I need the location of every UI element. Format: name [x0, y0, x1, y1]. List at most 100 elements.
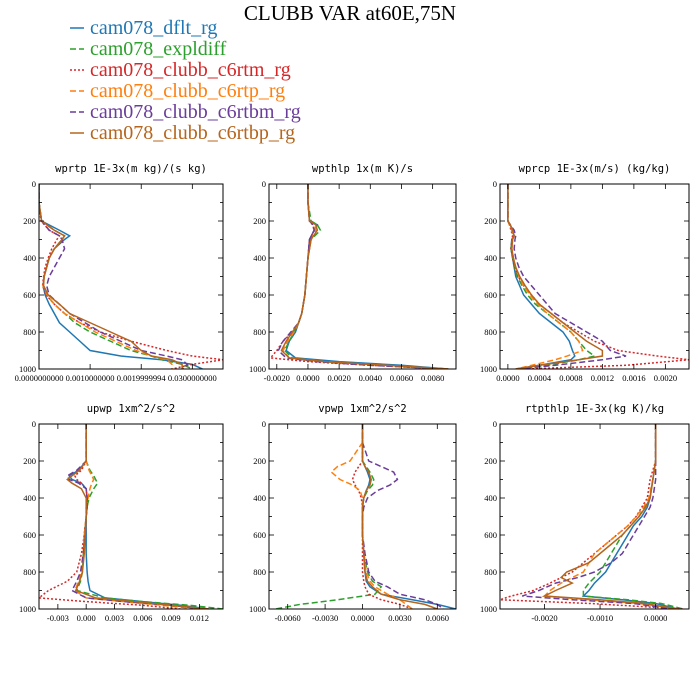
series-line: [361, 424, 444, 609]
series-line: [361, 424, 438, 609]
series-group: [507, 184, 689, 369]
x-tick-label: 0.0008: [559, 373, 582, 383]
legend-label: cam078_clubb_c6rtp_rg: [90, 80, 285, 102]
series-line: [282, 184, 449, 369]
series-line: [39, 184, 189, 369]
y-tick-label: 0: [493, 179, 497, 189]
x-tick-label: 0.0004: [528, 373, 552, 383]
y-tick-label: 600: [484, 290, 497, 300]
panel-title: vpwp 1xm^2/s^2: [318, 403, 407, 415]
legend-entry: cam078_dflt_rg: [70, 17, 217, 39]
x-tick-label: -0.003: [47, 613, 69, 623]
y-tick-label: 1000: [19, 364, 36, 374]
x-tick-label: 0.012: [190, 613, 209, 623]
legend-label: cam078_expldiff: [90, 38, 227, 60]
x-tick-label: -0.0020: [531, 613, 557, 623]
chart-panel: vpwp 1xm^2/s^2 0 200 400 600 800 1000 -0.0060 -0…: [249, 403, 457, 623]
series-line: [75, 424, 223, 609]
chart-panel: rtpthlp 1E-3x(kg K)/kg 0 200 400 600 800 1000 -…: [480, 403, 690, 623]
legend: cam078_dflt_rgcam078_expldiffcam078_club…: [70, 17, 301, 144]
series-line: [507, 184, 604, 369]
series-line: [73, 424, 200, 609]
x-tick-label: 0.0000: [644, 613, 667, 623]
chart-panel: upwp 1xm^2/s^2 0 200 400 600 800 1000 -0.003 0.0…: [19, 403, 224, 623]
x-tick-label: 0.003: [105, 613, 124, 623]
series-line: [68, 424, 209, 609]
y-tick-label: 400: [23, 253, 36, 263]
panel-title: wprcp 1E-3x(m/s) (kg/kg): [519, 163, 671, 175]
y-tick-label: 200: [23, 216, 36, 226]
plot-frame: [38, 423, 224, 610]
y-tick-label: 1000: [480, 364, 497, 374]
legend-entry: cam078_clubb_c6rtbp_rg: [70, 122, 295, 144]
y-tick-label: 400: [253, 493, 266, 503]
series-group: [275, 424, 456, 609]
x-tick-label: 0.006: [133, 613, 152, 623]
y-tick-label: 800: [23, 567, 36, 577]
y-tick-label: 800: [484, 327, 497, 337]
series-line: [582, 424, 684, 609]
x-tick-label: 0.0000: [351, 613, 374, 623]
chart-panel: wprtp 1E-3x(m kg)/(s kg) 0 200 400 600 800 100…: [15, 163, 224, 383]
y-tick-label: 1000: [19, 604, 36, 614]
chart-panels: wprtp 1E-3x(m kg)/(s kg) 0 200 400 600 800 100…: [15, 163, 690, 623]
x-tick-label: 0.0040: [359, 373, 382, 383]
y-tick-label: 1000: [480, 604, 497, 614]
series-line: [39, 184, 223, 369]
series-line: [581, 424, 679, 609]
plot-frame: [268, 183, 457, 370]
panel-title: wprtp 1E-3x(m kg)/(s kg): [55, 163, 207, 175]
y-tick-label: 800: [484, 567, 497, 577]
series-line: [39, 424, 181, 609]
x-tick-label: 0.0080: [421, 373, 444, 383]
plot-frame: [499, 423, 690, 610]
y-tick-label: 800: [23, 327, 36, 337]
y-tick-label: 0: [262, 419, 266, 429]
x-tick-label: 0.000: [77, 613, 96, 623]
series-group: [39, 424, 223, 609]
figure-title: CLUBB VAR at60E,75N: [244, 1, 456, 25]
x-tick-label: 0.0300000000: [168, 373, 217, 383]
legend-entry: cam078_clubb_c6rtp_rg: [70, 80, 285, 102]
x-tick-label: -0.0060: [275, 613, 301, 623]
y-tick-label: 0: [32, 419, 36, 429]
plot-frame: [499, 183, 690, 370]
x-tick-label: -0.0020: [264, 373, 290, 383]
series-line: [39, 184, 203, 369]
x-tick-label: 0.0012: [591, 373, 614, 383]
y-tick-label: 200: [484, 216, 497, 226]
y-tick-label: 0: [32, 179, 36, 189]
series-line: [285, 184, 449, 369]
y-tick-label: 200: [253, 216, 266, 226]
x-tick-label: 0.0060: [390, 373, 413, 383]
y-tick-label: 0: [262, 179, 266, 189]
series-group: [39, 184, 223, 369]
series-group: [500, 424, 684, 609]
legend-label: cam078_dflt_rg: [90, 17, 217, 39]
x-tick-label: 0.0000000000: [15, 373, 64, 383]
series-group: [269, 184, 449, 369]
y-tick-label: 600: [484, 530, 497, 540]
x-tick-label: 0.0019999994: [117, 373, 167, 383]
legend-entry: cam078_clubb_c6rtm_rg: [70, 59, 291, 81]
series-line: [507, 184, 689, 369]
x-tick-label: -0.0010: [587, 613, 613, 623]
panel-title: rtpthlp 1E-3x(kg K)/kg: [525, 403, 664, 415]
legend-label: cam078_clubb_c6rtm_rg: [90, 59, 291, 81]
y-tick-label: 400: [253, 253, 266, 263]
series-line: [522, 424, 673, 609]
legend-label: cam078_clubb_c6rtbp_rg: [90, 122, 295, 144]
y-tick-label: 0: [493, 419, 497, 429]
series-line: [39, 184, 173, 369]
series-line: [361, 424, 456, 609]
x-tick-label: 0.0020: [654, 373, 677, 383]
panel-title: wpthlp 1x(m K)/s: [312, 163, 413, 175]
y-tick-label: 1000: [249, 604, 266, 614]
panel-title: upwp 1xm^2/s^2: [87, 403, 176, 415]
y-tick-label: 800: [253, 567, 266, 577]
x-tick-label: 0.0010000000: [66, 373, 115, 383]
x-tick-label: 0.0060: [426, 613, 449, 623]
y-tick-label: 200: [484, 456, 497, 466]
y-tick-label: 200: [253, 456, 266, 466]
y-tick-label: 600: [23, 290, 36, 300]
